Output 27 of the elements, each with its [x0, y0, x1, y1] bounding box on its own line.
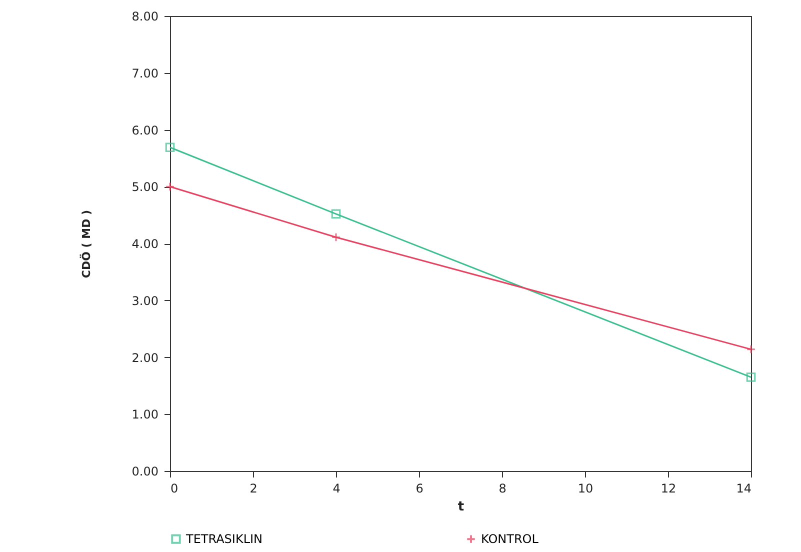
y-tick-label: 6.00 [132, 123, 158, 138]
y-tick-label: 8.00 [132, 10, 158, 24]
y-tick-label: 2.00 [132, 350, 158, 365]
y-tick-label: 3.00 [132, 294, 158, 308]
point [746, 344, 756, 354]
y-tick-label: 5.00 [132, 180, 158, 194]
x-tick-label: 8 [498, 482, 506, 496]
y-tick-label: 4.00 [132, 237, 158, 251]
point [165, 182, 175, 192]
x-tick-label: 0 [170, 482, 178, 496]
x-tick-label: 6 [416, 482, 424, 496]
point [331, 209, 341, 219]
x-tick-label: 2 [250, 482, 258, 496]
legend-label: KONTROL [481, 532, 539, 546]
x-tick-label: 10 [578, 482, 594, 496]
x-axis-title: t [458, 500, 464, 514]
x-tick-label: 14 [736, 482, 752, 496]
y-axis-title: CDÖ ( MD ) [78, 210, 93, 278]
point [331, 232, 341, 242]
x-tick-label: 12 [660, 482, 676, 496]
y-tick-label: 0.00 [132, 464, 158, 478]
point [165, 142, 175, 152]
x-tick-label: 4 [332, 482, 340, 496]
y-tick-label: 1.00 [132, 408, 158, 422]
y-tick-label: 7.00 [132, 66, 158, 80]
legend-label: TETRASIKLIN [185, 532, 263, 546]
point [746, 372, 756, 382]
